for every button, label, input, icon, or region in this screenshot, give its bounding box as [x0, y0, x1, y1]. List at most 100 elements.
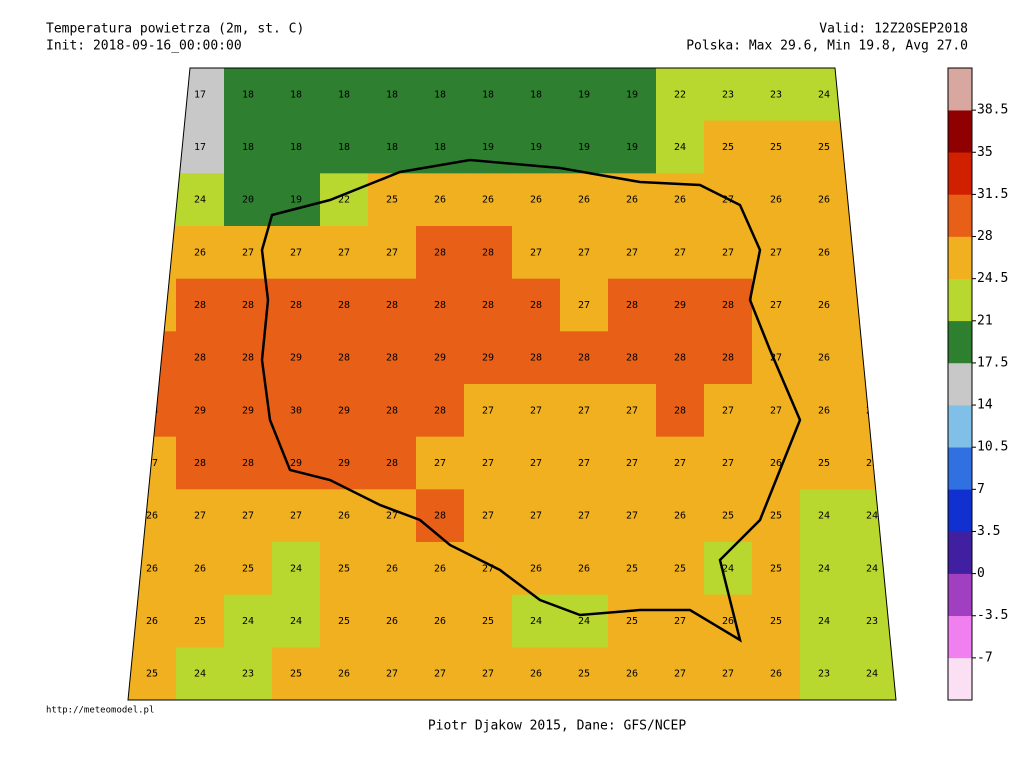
temp-label: 24 — [578, 616, 590, 627]
temp-cell — [608, 384, 657, 438]
temp-label: 19 — [578, 142, 590, 153]
temp-label: 25 — [770, 563, 782, 574]
temp-label: 18 — [242, 142, 254, 153]
temp-label: 30 — [290, 405, 302, 416]
temp-label: 28 — [242, 458, 254, 469]
temp-label: 26 — [626, 195, 638, 206]
temp-cell — [608, 594, 657, 648]
temp-label: 26 — [866, 353, 878, 364]
temp-cell — [656, 436, 705, 490]
temp-cell — [752, 594, 801, 648]
temp-label: 27 — [722, 247, 734, 258]
temp-cell — [848, 120, 896, 174]
temp-cell — [752, 331, 801, 385]
temp-label: 27 — [530, 458, 542, 469]
temp-label: 28 — [482, 247, 494, 258]
temp-cell — [320, 120, 369, 174]
temp-label: 25 — [770, 511, 782, 522]
temp-cell — [128, 226, 177, 280]
temp-label: 27 — [770, 353, 782, 364]
temp-cell — [608, 436, 657, 490]
temp-cell — [656, 226, 705, 280]
temp-label: 27 — [290, 247, 302, 258]
temp-label: 18 — [338, 142, 350, 153]
temp-cell — [272, 68, 321, 122]
temp-cell — [464, 384, 513, 438]
temp-cell — [176, 436, 225, 490]
temp-label: 20 — [242, 195, 254, 206]
temp-label: 23 — [818, 669, 830, 680]
valid: Valid: 12Z20SEP2018 — [819, 22, 968, 37]
temp-cell — [464, 489, 513, 543]
temp-label: 25 — [386, 195, 398, 206]
temp-label: 26 — [818, 405, 830, 416]
temp-cell — [464, 278, 513, 332]
temp-cell — [272, 384, 321, 438]
temp-label: 17 — [194, 89, 206, 100]
temp-label: 27 — [770, 300, 782, 311]
temp-label: 22 — [146, 195, 158, 206]
temp-cell — [848, 647, 896, 700]
temp-cell — [608, 647, 657, 700]
temp-cell — [176, 384, 225, 438]
temp-label: 25 — [338, 616, 350, 627]
temp-label: 24 — [674, 142, 686, 153]
temp-cell — [368, 594, 417, 648]
temp-cell — [272, 226, 321, 280]
temp-cell — [512, 436, 561, 490]
temp-label: 26 — [866, 300, 878, 311]
temp-label: 27 — [386, 247, 398, 258]
temp-cell — [704, 647, 753, 700]
temp-cell — [656, 542, 705, 596]
temp-cell — [752, 68, 801, 122]
colorbar-tick-label: 38.5 — [977, 103, 1008, 118]
temp-label: 27 — [482, 405, 494, 416]
temp-cell — [368, 384, 417, 438]
temp-label: 27 — [770, 247, 782, 258]
temp-label: 28 — [722, 300, 734, 311]
colorbar-band — [948, 236, 972, 279]
temp-label: 26 — [338, 511, 350, 522]
colorbar-tick-label: -3.5 — [977, 608, 1008, 623]
temp-label: 26 — [434, 195, 446, 206]
temp-cell — [272, 542, 321, 596]
temp-cell — [320, 594, 369, 648]
temp-cell — [128, 331, 177, 385]
temp-label: 27 — [578, 300, 590, 311]
temp-cell — [656, 384, 705, 438]
temp-cell — [704, 331, 753, 385]
colorbar-tick-label: 21 — [977, 313, 993, 328]
temp-label: 23 — [866, 616, 878, 627]
temp-cell — [368, 542, 417, 596]
temp-cell — [512, 68, 561, 122]
temp-cell — [800, 331, 849, 385]
temp-label: 28 — [674, 405, 686, 416]
temp-label: 18 — [290, 89, 302, 100]
temp-label: 28 — [434, 300, 446, 311]
temp-label: 26 — [194, 247, 206, 258]
temp-label: 25 — [818, 142, 830, 153]
temp-cell — [224, 120, 273, 174]
temp-label: 25 — [146, 247, 158, 258]
temp-cell — [704, 120, 753, 174]
temp-cell — [176, 226, 225, 280]
temp-cell — [272, 647, 321, 700]
colorbar-band — [948, 657, 972, 701]
temp-label: 26 — [530, 195, 542, 206]
temp-label: 28 — [242, 353, 254, 364]
colorbar-band — [948, 110, 972, 153]
temp-cell — [656, 331, 705, 385]
temp-cell — [848, 68, 896, 122]
temp-label: 28 — [386, 458, 398, 469]
temp-label: 28 — [434, 405, 446, 416]
colorbar-band — [948, 68, 972, 111]
temp-label: 18 — [434, 142, 446, 153]
temp-cell — [752, 120, 801, 174]
temp-label: 28 — [530, 353, 542, 364]
temp-cell — [560, 436, 609, 490]
temp-cell — [128, 68, 177, 122]
temp-cell — [656, 278, 705, 332]
temp-label: 29 — [290, 458, 302, 469]
colorbar-tick-label: 35 — [977, 145, 993, 160]
temp-cell — [752, 489, 801, 543]
